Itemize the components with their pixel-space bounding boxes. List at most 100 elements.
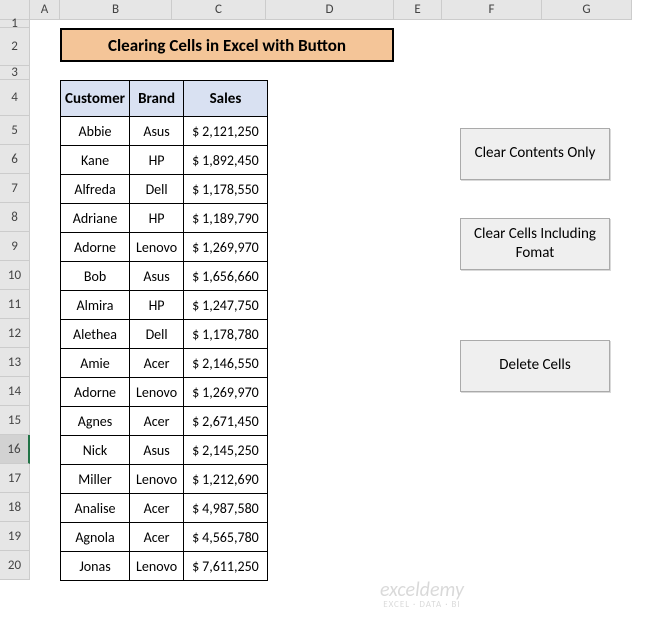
cell-customer[interactable]: Alfreda [61, 175, 130, 204]
cell-sales[interactable]: $1,212,690 [184, 465, 268, 494]
table-row: AletheaDell$1,178,780 [61, 320, 268, 349]
column-header-E[interactable]: E [394, 0, 442, 20]
cell-brand[interactable]: Acer [130, 523, 184, 552]
cell-sales[interactable]: $7,611,250 [184, 552, 268, 581]
sales-value: 1,178,550 [202, 181, 259, 198]
cell-brand[interactable]: Acer [130, 349, 184, 378]
column-header-G[interactable]: G [542, 0, 632, 20]
row-header-20[interactable]: 20 [0, 551, 30, 580]
row-header-14[interactable]: 14 [0, 377, 30, 406]
column-header-F[interactable]: F [442, 0, 542, 20]
row-header-15[interactable]: 15 [0, 406, 30, 435]
row-header-4[interactable]: 4 [0, 80, 30, 116]
cell-customer[interactable]: Bob [61, 262, 130, 291]
row-header-18[interactable]: 18 [0, 493, 30, 522]
cell-customer[interactable]: Adorne [61, 233, 130, 262]
cell-sales[interactable]: $1,269,970 [184, 378, 268, 407]
currency-symbol: $ [192, 471, 199, 488]
row-header-10[interactable]: 10 [0, 261, 30, 290]
row-header-1[interactable]: 1 [0, 20, 30, 28]
currency-symbol: $ [192, 297, 199, 314]
column-header-A[interactable]: A [30, 0, 60, 20]
currency-symbol: $ [192, 442, 199, 459]
column-header-B[interactable]: B [60, 0, 172, 20]
cell-brand[interactable]: Lenovo [130, 552, 184, 581]
row-header-17[interactable]: 17 [0, 464, 30, 493]
sales-value: 1,189,790 [202, 210, 259, 227]
row-header-8[interactable]: 8 [0, 203, 30, 232]
macro-button-0[interactable]: Clear Contents Only [460, 128, 610, 180]
cell-brand[interactable]: Lenovo [130, 378, 184, 407]
table-row: KaneHP$1,892,450 [61, 146, 268, 175]
sales-value: 4,987,580 [202, 500, 259, 517]
cell-sales[interactable]: $2,145,250 [184, 436, 268, 465]
row-header-9[interactable]: 9 [0, 232, 30, 261]
cell-customer[interactable]: Jonas [61, 552, 130, 581]
cell-brand[interactable]: Asus [130, 262, 184, 291]
cell-customer[interactable]: Analise [61, 494, 130, 523]
cell-sales[interactable]: $1,247,750 [184, 291, 268, 320]
row-header-2[interactable]: 2 [0, 28, 30, 66]
table-row: NickAsus$2,145,250 [61, 436, 268, 465]
currency-symbol: $ [192, 558, 199, 575]
row-header-5[interactable]: 5 [0, 116, 30, 145]
cell-customer[interactable]: Adriane [61, 204, 130, 233]
cell-customer[interactable]: Adorne [61, 378, 130, 407]
currency-symbol: $ [192, 123, 199, 140]
row-header-19[interactable]: 19 [0, 522, 30, 551]
row-header-6[interactable]: 6 [0, 145, 30, 174]
table-row: AlmiraHP$1,247,750 [61, 291, 268, 320]
column-header-C[interactable]: C [172, 0, 266, 20]
cell-sales[interactable]: $2,671,450 [184, 407, 268, 436]
cell-sales[interactable]: $1,656,660 [184, 262, 268, 291]
cell-customer[interactable]: Almira [61, 291, 130, 320]
cell-sales[interactable]: $2,146,550 [184, 349, 268, 378]
cell-brand[interactable]: Lenovo [130, 233, 184, 262]
cell-sales[interactable]: $1,189,790 [184, 204, 268, 233]
row-header-13[interactable]: 13 [0, 348, 30, 377]
cell-customer[interactable]: Agnola [61, 523, 130, 552]
table-row: AdorneLenovo$1,269,970 [61, 378, 268, 407]
table-row: AdrianeHP$1,189,790 [61, 204, 268, 233]
row-headers: 1234567891011121314151617181920 [0, 20, 30, 580]
cell-sales[interactable]: $1,178,780 [184, 320, 268, 349]
table-header-brand: Brand [130, 81, 184, 117]
cell-brand[interactable]: Dell [130, 175, 184, 204]
cell-brand[interactable]: HP [130, 146, 184, 175]
cell-brand[interactable]: Asus [130, 436, 184, 465]
row-header-16[interactable]: 16 [0, 435, 30, 464]
cell-customer[interactable]: Abbie [61, 117, 130, 146]
cell-customer[interactable]: Amie [61, 349, 130, 378]
data-table: CustomerBrandSales AbbieAsus$2,121,250Ka… [60, 80, 268, 581]
cell-sales[interactable]: $2,121,250 [184, 117, 268, 146]
row-header-11[interactable]: 11 [0, 290, 30, 319]
macro-button-2[interactable]: Delete Cells [460, 340, 610, 392]
cell-sales[interactable]: $1,269,970 [184, 233, 268, 262]
cell-brand[interactable]: Dell [130, 320, 184, 349]
cell-sales[interactable]: $1,178,550 [184, 175, 268, 204]
row-header-7[interactable]: 7 [0, 174, 30, 203]
cell-brand[interactable]: Acer [130, 494, 184, 523]
title-banner: Clearing Cells in Excel with Button [60, 28, 394, 62]
cell-brand[interactable]: HP [130, 204, 184, 233]
cell-brand[interactable]: HP [130, 291, 184, 320]
cell-sales[interactable]: $4,987,580 [184, 494, 268, 523]
currency-symbol: $ [192, 413, 199, 430]
cell-customer[interactable]: Kane [61, 146, 130, 175]
row-header-12[interactable]: 12 [0, 319, 30, 348]
cell-customer[interactable]: Alethea [61, 320, 130, 349]
macro-button-1[interactable]: Clear Cells Including Fomat [460, 218, 610, 270]
cell-brand[interactable]: Asus [130, 117, 184, 146]
row-header-3[interactable]: 3 [0, 66, 30, 80]
cell-brand[interactable]: Lenovo [130, 465, 184, 494]
cell-sales[interactable]: $1,892,450 [184, 146, 268, 175]
cell-customer[interactable]: Nick [61, 436, 130, 465]
cell-customer[interactable]: Miller [61, 465, 130, 494]
cell-customer[interactable]: Agnes [61, 407, 130, 436]
column-header-D[interactable]: D [266, 0, 394, 20]
cell-brand[interactable]: Acer [130, 407, 184, 436]
currency-symbol: $ [192, 181, 199, 198]
currency-symbol: $ [192, 152, 199, 169]
sales-value: 2,146,550 [202, 355, 259, 372]
cell-sales[interactable]: $4,565,780 [184, 523, 268, 552]
